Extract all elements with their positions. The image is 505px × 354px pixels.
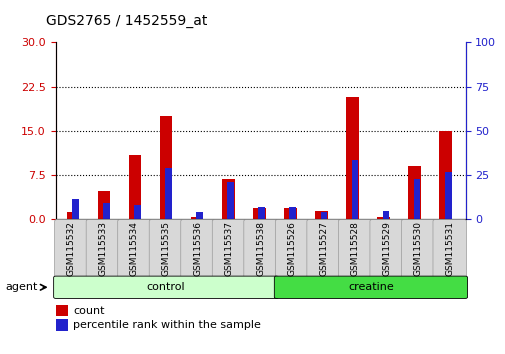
Text: GSM115534: GSM115534: [130, 221, 139, 276]
Bar: [289, 207, 296, 219]
Bar: [97, 191, 110, 219]
Bar: [160, 116, 172, 219]
Text: GSM115537: GSM115537: [224, 221, 233, 276]
Bar: [258, 207, 265, 219]
Text: creatine: creatine: [347, 282, 393, 292]
Bar: [408, 166, 420, 219]
Text: GSM115531: GSM115531: [444, 221, 453, 276]
Bar: [315, 211, 327, 219]
Bar: [72, 199, 79, 219]
Text: agent: agent: [5, 282, 37, 292]
Bar: [284, 208, 296, 219]
Bar: [252, 208, 265, 219]
Text: GSM115538: GSM115538: [256, 221, 265, 276]
Text: GSM115528: GSM115528: [350, 221, 359, 276]
Text: GSM115532: GSM115532: [67, 221, 76, 276]
Bar: [345, 97, 358, 219]
Bar: [438, 131, 451, 219]
Bar: [377, 217, 389, 219]
Text: GSM115536: GSM115536: [192, 221, 201, 276]
Bar: [67, 212, 79, 219]
Bar: [382, 211, 389, 219]
Bar: [103, 203, 110, 219]
Text: GSM115526: GSM115526: [287, 221, 296, 276]
Bar: [320, 212, 327, 219]
Text: GSM115529: GSM115529: [381, 221, 390, 276]
Bar: [196, 212, 203, 219]
Text: GDS2765 / 1452559_at: GDS2765 / 1452559_at: [45, 14, 207, 28]
Text: GSM115535: GSM115535: [161, 221, 170, 276]
Bar: [227, 182, 234, 219]
Text: count: count: [73, 306, 105, 316]
Text: percentile rank within the sample: percentile rank within the sample: [73, 320, 261, 330]
Text: GSM115533: GSM115533: [98, 221, 107, 276]
Bar: [165, 168, 172, 219]
Text: GSM115527: GSM115527: [319, 221, 328, 276]
Bar: [191, 217, 203, 219]
Text: GSM115530: GSM115530: [413, 221, 422, 276]
Bar: [134, 205, 141, 219]
Text: control: control: [146, 282, 185, 292]
Bar: [129, 155, 141, 219]
Bar: [413, 179, 420, 219]
Bar: [351, 160, 358, 219]
Bar: [444, 172, 450, 219]
Bar: [222, 179, 234, 219]
